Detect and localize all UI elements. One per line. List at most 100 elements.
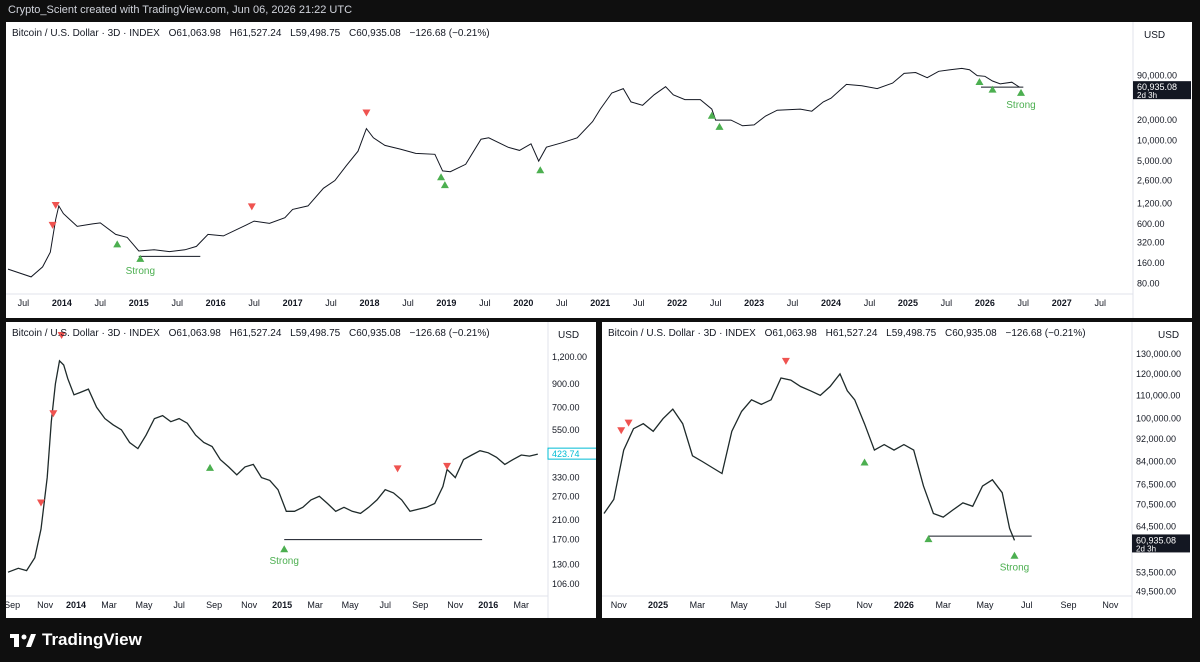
- high-label: H: [229, 28, 237, 39]
- detail-chart-2025-panel[interactable]: Bitcoin / U.S. Dollar · 3D · INDEX O61,0…: [602, 322, 1192, 618]
- buy-signal-marker: [988, 85, 997, 93]
- buy-signal-marker: [975, 78, 984, 86]
- x-tick-label: Jul: [18, 298, 30, 308]
- currency-label: USD: [1144, 30, 1166, 41]
- sell-signal-marker: [624, 419, 633, 427]
- sell-signal-marker: [617, 427, 626, 435]
- x-tick-label: Jul: [379, 600, 391, 610]
- strong-signal-label: Strong: [1000, 563, 1029, 574]
- sell-signal-marker: [57, 332, 66, 339]
- overview-chart-svg[interactable]: 90,000.00 20,000.00 10,000.00 5,000.00 2,600…: [6, 22, 1192, 318]
- sell-signal-marker: [49, 410, 58, 418]
- high-label: H: [825, 328, 833, 339]
- y-tick-label: 70,500.00: [1136, 500, 1176, 510]
- buy-signal-marker: [206, 463, 215, 471]
- buy-signal-marker: [536, 166, 545, 174]
- y-tick-label: 80.00: [1137, 278, 1160, 288]
- low-value: 59,498.75: [891, 328, 937, 339]
- y-tick-label: 130,000.00: [1136, 349, 1181, 359]
- x-tick-label: May: [136, 600, 154, 610]
- strong-signal-label: Strong: [1006, 100, 1035, 111]
- x-tick-label: 2018: [359, 298, 379, 308]
- symbol-name: Bitcoin / U.S. Dollar · 3D · INDEX: [12, 328, 160, 339]
- high-value: 61,527.24: [832, 328, 878, 339]
- currency-label: USD: [1158, 330, 1180, 341]
- x-tick-label: 2027: [1052, 298, 1072, 308]
- open-label: O: [168, 328, 177, 339]
- strong-signal-label: Strong: [126, 266, 155, 277]
- open-value: 61,063.98: [176, 28, 221, 39]
- y-tick-label: 106.00: [552, 579, 580, 589]
- y-tick-label: 10,000.00: [1137, 136, 1177, 146]
- detail-chart-2013-svg[interactable]: 1,200.00 900.00 700.00 550.00 330.00 270.00 21…: [6, 322, 596, 618]
- tradingview-logo[interactable]: TradingView: [10, 630, 142, 650]
- y-tick-label: 1,200.00: [552, 352, 587, 362]
- close-label: C: [349, 28, 357, 39]
- currency-label: USD: [558, 330, 580, 341]
- open-label: O: [168, 28, 177, 39]
- x-tick-label: Jul: [1021, 600, 1033, 610]
- open-value: 61,063.98: [176, 328, 221, 339]
- credit-text: Crypto_Scient created with TradingView.c…: [8, 4, 353, 16]
- x-tick-label: 2019: [436, 298, 456, 308]
- x-tick-label: Mar: [101, 600, 117, 610]
- x-tick-label: May: [976, 600, 994, 610]
- sell-signal-marker: [51, 201, 60, 209]
- y-tick-label: 90,000.00: [1137, 71, 1177, 81]
- y-tick-label: 100,000.00: [1136, 414, 1181, 424]
- y-tick-label: 120,000.00: [1136, 369, 1181, 379]
- sell-signal-marker: [48, 221, 57, 229]
- high-value: 61,527.24: [236, 28, 282, 39]
- symbol-name: Bitcoin / U.S. Dollar · 3D · INDEX: [12, 28, 160, 39]
- y-tick-label: 5,000.00: [1137, 156, 1172, 166]
- brand-name: TradingView: [42, 630, 142, 649]
- x-tick-label: Mar: [690, 600, 706, 610]
- buy-signal-marker: [136, 254, 145, 262]
- overview-chart-panel[interactable]: Bitcoin / U.S. Dollar · 3D · INDEX O61,0…: [6, 22, 1192, 318]
- buy-signal-marker: [924, 535, 933, 543]
- x-tick-label: 2017: [283, 298, 303, 308]
- x-tick-label: 2016: [206, 298, 226, 308]
- symbol-name: Bitcoin / U.S. Dollar · 3D · INDEX: [608, 328, 756, 339]
- y-tick-label: 84,000.00: [1136, 457, 1176, 467]
- buy-signal-marker: [440, 181, 449, 189]
- open-label: O: [764, 328, 773, 339]
- y-tick-label: 130.00: [552, 560, 580, 570]
- symbol-legend: Bitcoin / U.S. Dollar · 3D · INDEX O61,0…: [608, 328, 1086, 339]
- price-series-line: [7, 359, 538, 573]
- x-tick-label: Jul: [1018, 298, 1030, 308]
- x-tick-label: Jul: [325, 298, 337, 308]
- x-tick-label: Jul: [787, 298, 799, 308]
- detail-chart-2013-panel[interactable]: Bitcoin / U.S. Dollar · 3D · INDEX O61,0…: [6, 322, 596, 618]
- x-tick-label: 2016: [478, 600, 498, 610]
- y-tick-label: 600.00: [1137, 219, 1165, 229]
- buy-signal-marker: [113, 240, 122, 248]
- close-label: C: [945, 328, 953, 339]
- bar-countdown: 2d 3h: [1137, 91, 1157, 100]
- y-tick-label: 270.00: [552, 491, 580, 501]
- x-tick-label: 2023: [744, 298, 764, 308]
- x-tick-label: Nov: [857, 600, 874, 610]
- x-tick-label: May: [731, 600, 749, 610]
- symbol-legend: Bitcoin / U.S. Dollar · 3D · INDEX O61,0…: [12, 28, 490, 39]
- y-tick-label: 2,600.00: [1137, 175, 1172, 185]
- y-tick-label: 160.00: [1137, 258, 1165, 268]
- x-tick-label: Jul: [775, 600, 787, 610]
- x-tick-label: May: [342, 600, 360, 610]
- x-tick-label: Jul: [710, 298, 722, 308]
- y-tick-label: 53,500.00: [1136, 567, 1176, 577]
- x-tick-label: Sep: [412, 600, 428, 610]
- y-tick-label: 170.00: [552, 535, 580, 545]
- last-price-tag: [547, 447, 596, 460]
- detail-chart-2025-svg[interactable]: 130,000.00 120,000.00 110,000.00 100,000.00…: [602, 322, 1192, 618]
- x-tick-label: Sep: [6, 600, 20, 610]
- x-tick-label: 2025: [648, 600, 668, 610]
- low-label: L: [290, 328, 296, 339]
- sell-signal-marker: [443, 462, 452, 470]
- low-value: 59,498.75: [295, 28, 341, 39]
- low-label: L: [886, 328, 892, 339]
- close-value: 60,935.08: [356, 28, 401, 39]
- x-tick-label: Jul: [95, 298, 107, 308]
- x-tick-label: 2015: [129, 298, 149, 308]
- symbol-legend: Bitcoin / U.S. Dollar · 3D · INDEX O61,0…: [12, 328, 490, 339]
